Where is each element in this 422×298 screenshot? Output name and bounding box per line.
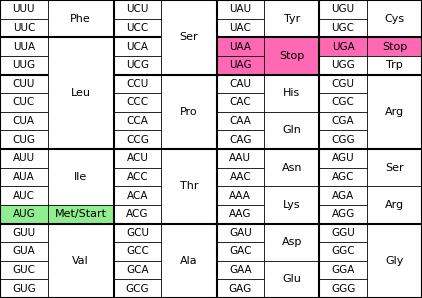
Text: CCG: CCG [126, 135, 149, 145]
Text: Cys: Cys [384, 14, 405, 24]
Text: AAC: AAC [230, 172, 251, 182]
Text: UCG: UCG [126, 60, 149, 70]
Text: Ser: Ser [385, 163, 404, 173]
Text: CCC: CCC [127, 97, 149, 108]
Text: UAC: UAC [230, 23, 251, 33]
Bar [216, 56, 264, 74]
Text: GUC: GUC [12, 265, 35, 275]
Text: GCU: GCU [126, 228, 149, 238]
Text: Tyr: Tyr [284, 14, 300, 24]
Text: CAG: CAG [229, 135, 252, 145]
Text: UUG: UUG [12, 60, 35, 70]
Text: GCA: GCA [126, 265, 149, 275]
Text: Val: Val [72, 256, 89, 266]
Text: Met/Start: Met/Start [55, 209, 107, 219]
Text: Phe: Phe [70, 14, 91, 24]
Text: CUA: CUA [13, 116, 35, 126]
Text: UCC: UCC [127, 23, 149, 33]
Text: ACU: ACU [127, 153, 149, 163]
Text: AUA: AUA [13, 172, 35, 182]
Text: CAU: CAU [229, 79, 252, 89]
Text: GUG: GUG [12, 284, 36, 294]
Text: GGC: GGC [331, 246, 355, 257]
Text: GAG: GAG [229, 284, 252, 294]
Text: Gly: Gly [385, 256, 404, 266]
Text: UCU: UCU [127, 4, 149, 14]
Text: UGG: UGG [331, 60, 355, 70]
Text: CCA: CCA [127, 116, 149, 126]
Text: UCA: UCA [127, 41, 149, 52]
Text: AUC: AUC [13, 190, 35, 201]
Text: UGA: UGA [332, 41, 354, 52]
Bar [0, 205, 48, 224]
Text: GUU: GUU [12, 228, 35, 238]
Text: GUA: GUA [13, 246, 35, 257]
Text: Thr: Thr [180, 181, 198, 191]
Text: UUU: UUU [13, 4, 35, 14]
Text: Arg: Arg [385, 200, 404, 210]
Text: CGC: CGC [332, 97, 354, 108]
Text: CUC: CUC [13, 97, 35, 108]
Text: AUG: AUG [13, 209, 35, 219]
Text: CCU: CCU [127, 79, 149, 89]
Text: Ile: Ile [74, 172, 87, 182]
Text: Lys: Lys [283, 200, 300, 210]
Text: Glu: Glu [282, 274, 301, 284]
Text: AGU: AGU [332, 153, 354, 163]
Text: ACC: ACC [127, 172, 149, 182]
Text: Gln: Gln [282, 125, 301, 135]
Text: AAG: AAG [229, 209, 252, 219]
Text: UGC: UGC [332, 23, 354, 33]
Text: UUA: UUA [13, 41, 35, 52]
Text: AAA: AAA [230, 190, 251, 201]
Text: Trp: Trp [386, 60, 403, 70]
Text: Leu: Leu [71, 88, 91, 98]
Text: GGA: GGA [331, 265, 355, 275]
Text: Pro: Pro [180, 107, 198, 117]
Bar [48, 205, 114, 224]
Text: UAU: UAU [229, 4, 252, 14]
Text: CUG: CUG [12, 135, 35, 145]
Text: CGA: CGA [332, 116, 354, 126]
Bar [367, 37, 422, 56]
Text: GAU: GAU [229, 228, 252, 238]
Text: His: His [283, 88, 300, 98]
Text: UAG: UAG [229, 60, 252, 70]
Text: GAA: GAA [229, 265, 252, 275]
Text: Stop: Stop [382, 41, 407, 52]
Text: GCG: GCG [126, 284, 149, 294]
Text: GCC: GCC [126, 246, 149, 257]
Text: Ser: Ser [180, 32, 198, 42]
Text: AGA: AGA [332, 190, 354, 201]
Text: ACA: ACA [127, 190, 149, 201]
Text: Asp: Asp [281, 237, 302, 247]
Text: CAC: CAC [230, 97, 251, 108]
Text: GAC: GAC [229, 246, 252, 257]
Text: Stop: Stop [279, 51, 304, 61]
Text: UUC: UUC [13, 23, 35, 33]
Text: Arg: Arg [385, 107, 404, 117]
Text: GGG: GGG [331, 284, 355, 294]
Text: AUU: AUU [13, 153, 35, 163]
Bar [319, 37, 367, 56]
Text: AGG: AGG [331, 209, 355, 219]
Bar [216, 37, 264, 56]
Text: GGU: GGU [331, 228, 355, 238]
Text: CUU: CUU [13, 79, 35, 89]
Text: UGU: UGU [332, 4, 354, 14]
Text: UAA: UAA [229, 41, 252, 52]
Text: ACG: ACG [126, 209, 149, 219]
Text: Asn: Asn [281, 163, 302, 173]
Text: Ala: Ala [180, 256, 198, 266]
Text: AAU: AAU [229, 153, 252, 163]
Bar [264, 37, 319, 74]
Text: CGG: CGG [331, 135, 355, 145]
Text: CGU: CGU [332, 79, 354, 89]
Text: AGC: AGC [332, 172, 354, 182]
Text: CAA: CAA [230, 116, 251, 126]
